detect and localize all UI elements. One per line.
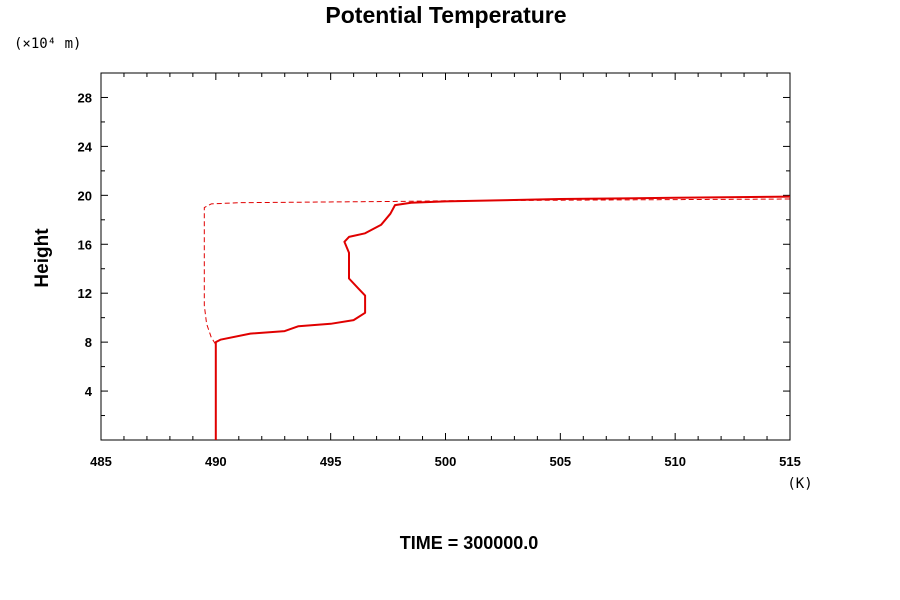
y-tick-label: 20 xyxy=(78,188,92,203)
x-tick-label: 510 xyxy=(664,454,686,469)
time-label: TIME = 300000.0 xyxy=(400,533,539,553)
dashed-profile-line xyxy=(203,198,791,440)
axis-ticks: 485 490 495 500 505 510 515 4 8 12 16 20 24 28 xyxy=(78,73,801,469)
data-series xyxy=(203,195,791,440)
y-tick-label: 8 xyxy=(85,335,92,350)
y-axis-unit: (×10⁴ m) xyxy=(14,36,81,52)
x-tick-label: 515 xyxy=(779,454,801,469)
x-tick-label: 505 xyxy=(549,454,571,469)
y-axis-label: Height xyxy=(32,228,53,288)
solid-profile-line xyxy=(214,195,791,440)
y-tick-label: 4 xyxy=(85,384,93,399)
x-axis-unit: (K) xyxy=(787,476,812,492)
y-tick-label: 16 xyxy=(78,237,92,252)
y-tick-label: 12 xyxy=(78,286,92,301)
x-tick-label: 495 xyxy=(320,454,342,469)
y-tick-label: 28 xyxy=(78,90,92,105)
y-tick-label: 24 xyxy=(78,139,93,154)
x-tick-label: 485 xyxy=(90,454,112,469)
x-tick-label: 500 xyxy=(435,454,457,469)
x-tick-label: 490 xyxy=(205,454,227,469)
chart-title: Potential Temperature xyxy=(325,2,566,28)
